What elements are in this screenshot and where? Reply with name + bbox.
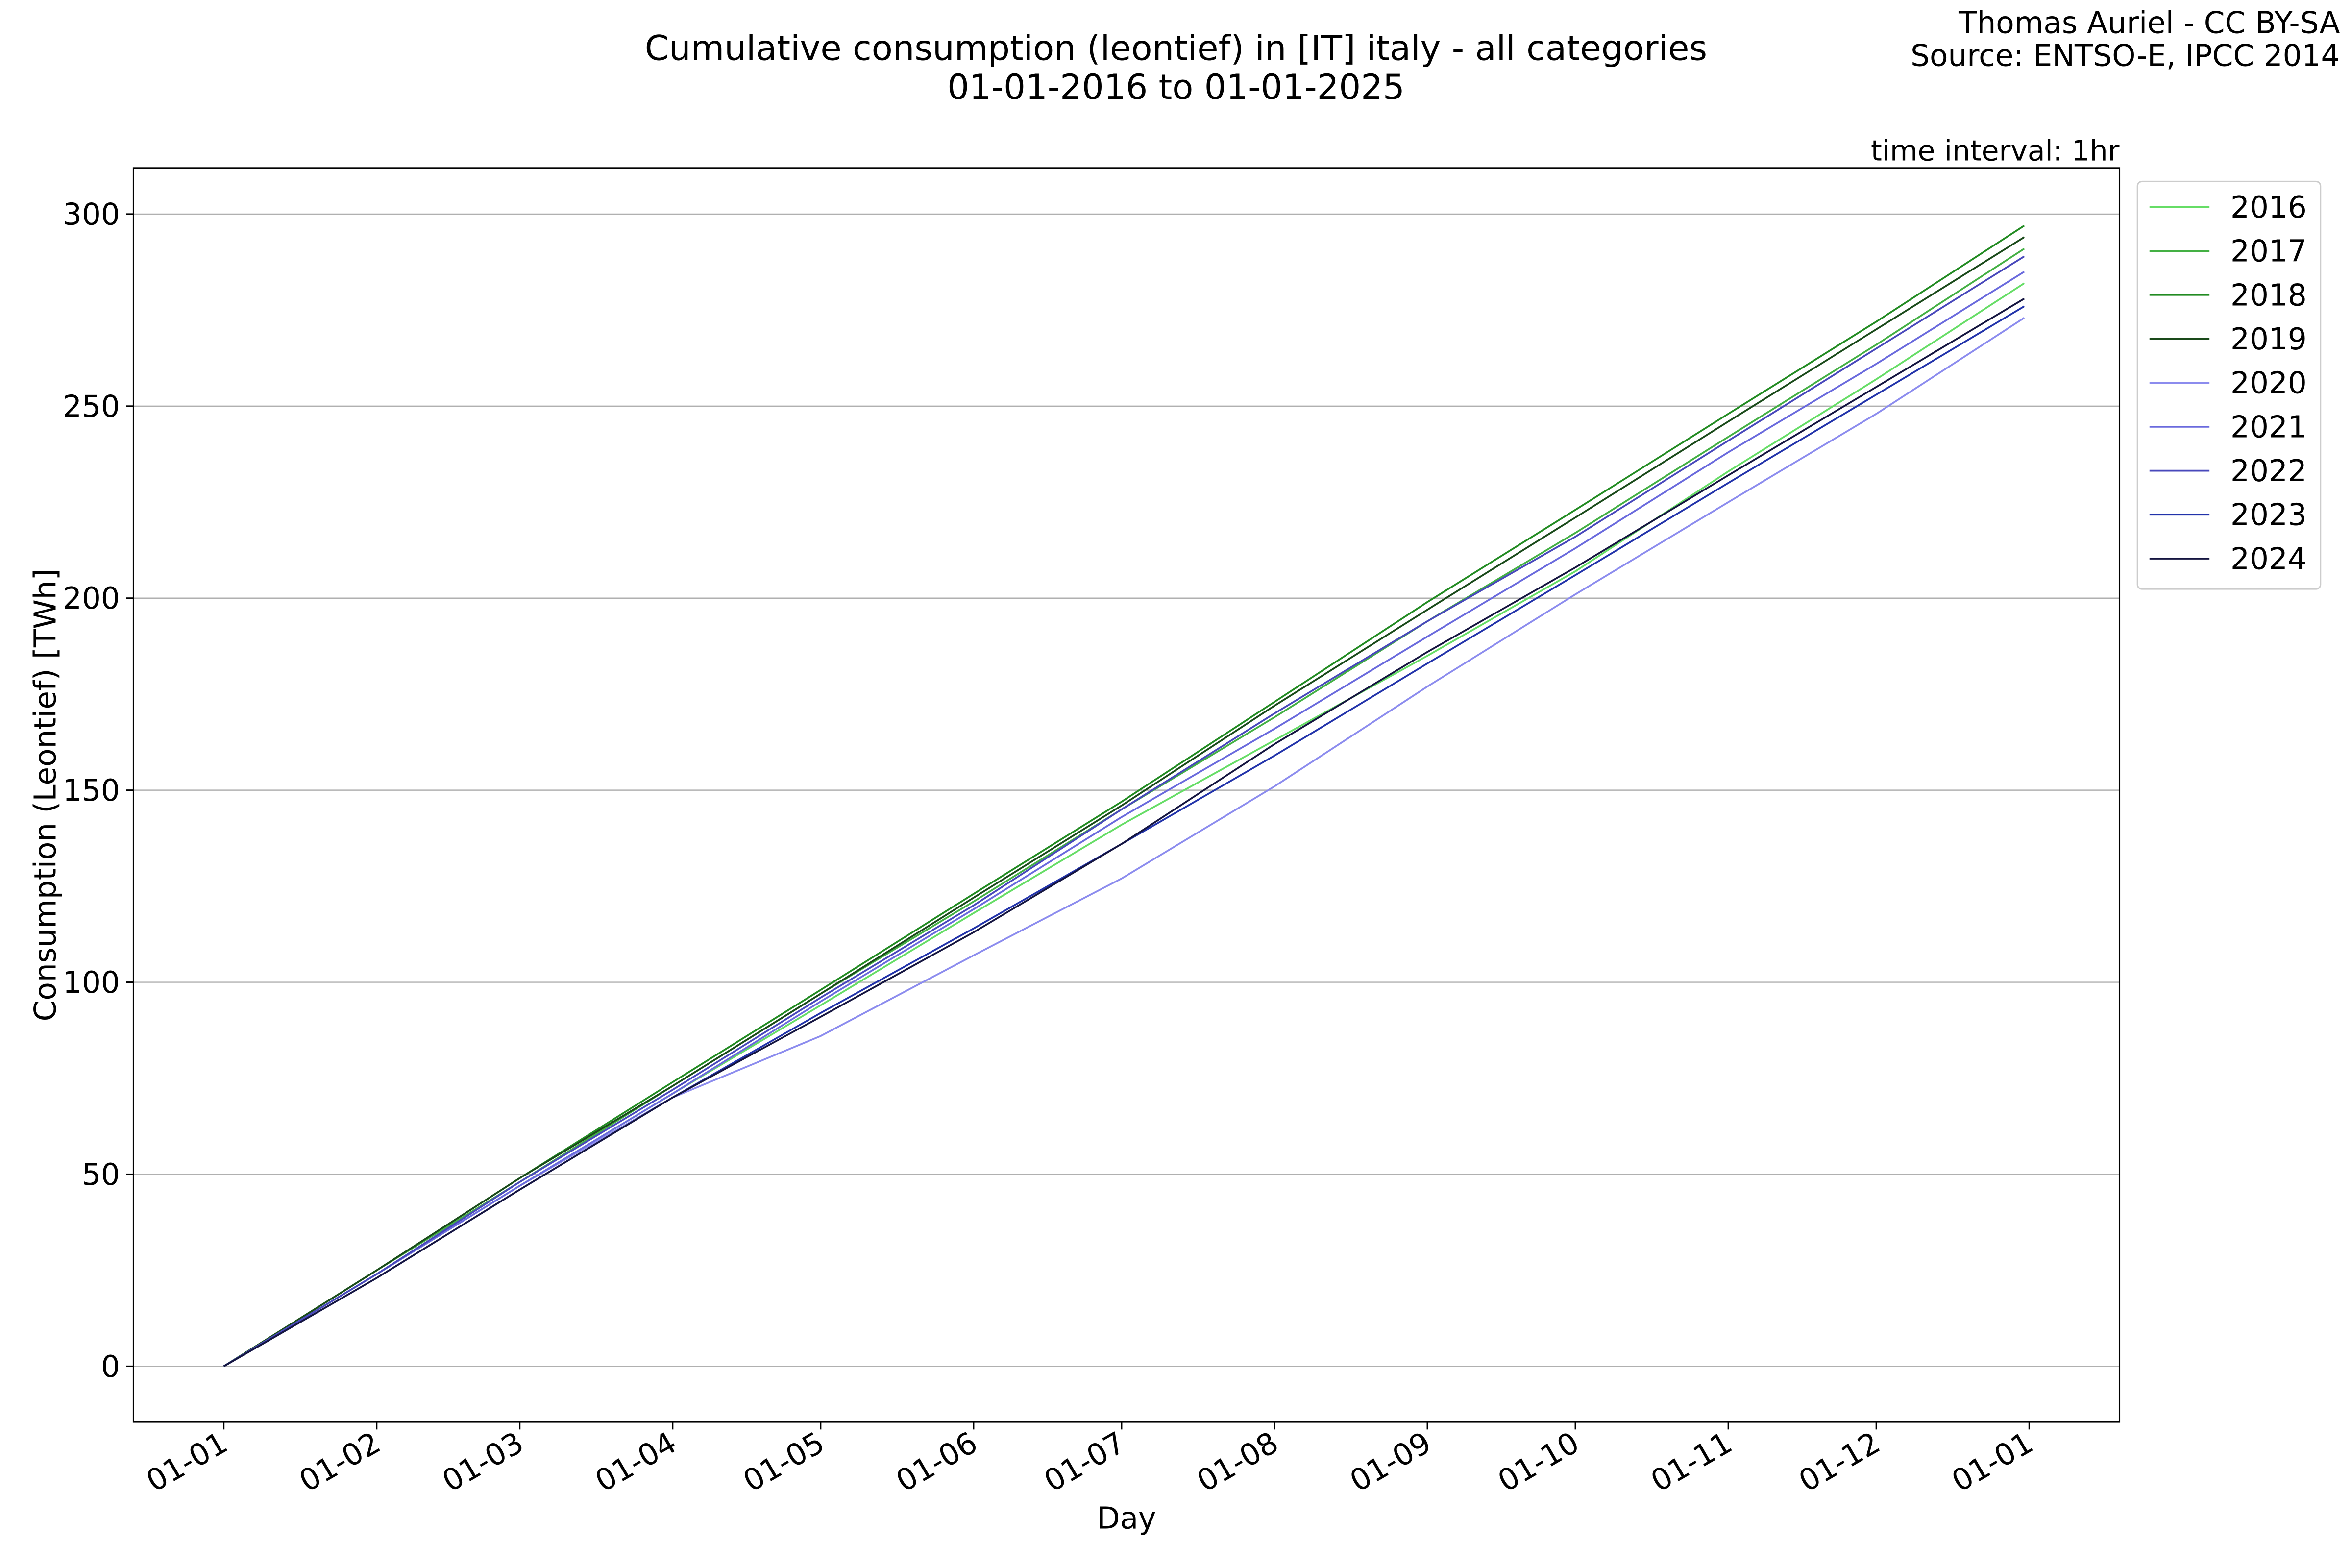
y-tick-label: 250 <box>63 389 120 424</box>
y-tick-label: 300 <box>63 197 120 232</box>
chart-title: Cumulative consumption (leontief) in [IT… <box>645 28 1707 68</box>
credit: Thomas Auriel - CC BY-SA <box>1958 5 2340 40</box>
legend-label: 2019 <box>2230 322 2307 357</box>
legend-frame <box>2136 180 2322 590</box>
plot-frame <box>132 167 2121 1423</box>
y-tick-label: 150 <box>63 773 120 808</box>
legend-label: 2018 <box>2230 278 2307 313</box>
series-line <box>223 255 2025 1367</box>
legend-label: 2022 <box>2230 454 2307 489</box>
legend: 2016 2017 2018 2019 2020 2021 2022 2023 2024 <box>2136 180 2322 590</box>
x-axis-label: Day <box>1097 1501 1156 1536</box>
y-axis-label: Consumption (Leontief) [TWh] <box>28 569 63 1022</box>
annotation: time interval: 1hr <box>1871 134 2120 168</box>
series-line <box>223 270 2025 1367</box>
legend-label: 2017 <box>2230 234 2307 269</box>
y-tick-label: 200 <box>63 581 120 616</box>
chart-subtitle: 01-01-2016 to 01-01-2025 <box>947 67 1405 107</box>
series-line <box>223 297 2025 1367</box>
y-tick-label: 50 <box>82 1157 120 1192</box>
legend-label: 2020 <box>2230 366 2307 401</box>
y-tick-label: 0 <box>101 1349 120 1384</box>
legend-label: 2016 <box>2230 190 2307 225</box>
legend-label: 2024 <box>2230 541 2307 576</box>
y-tick-label: 100 <box>63 965 120 1000</box>
legend-label: 2021 <box>2230 410 2307 444</box>
source: Source: ENTSO-E, IPCC 2014 <box>1911 39 2340 74</box>
legend-label: 2023 <box>2230 498 2307 533</box>
series-line <box>223 236 2025 1367</box>
